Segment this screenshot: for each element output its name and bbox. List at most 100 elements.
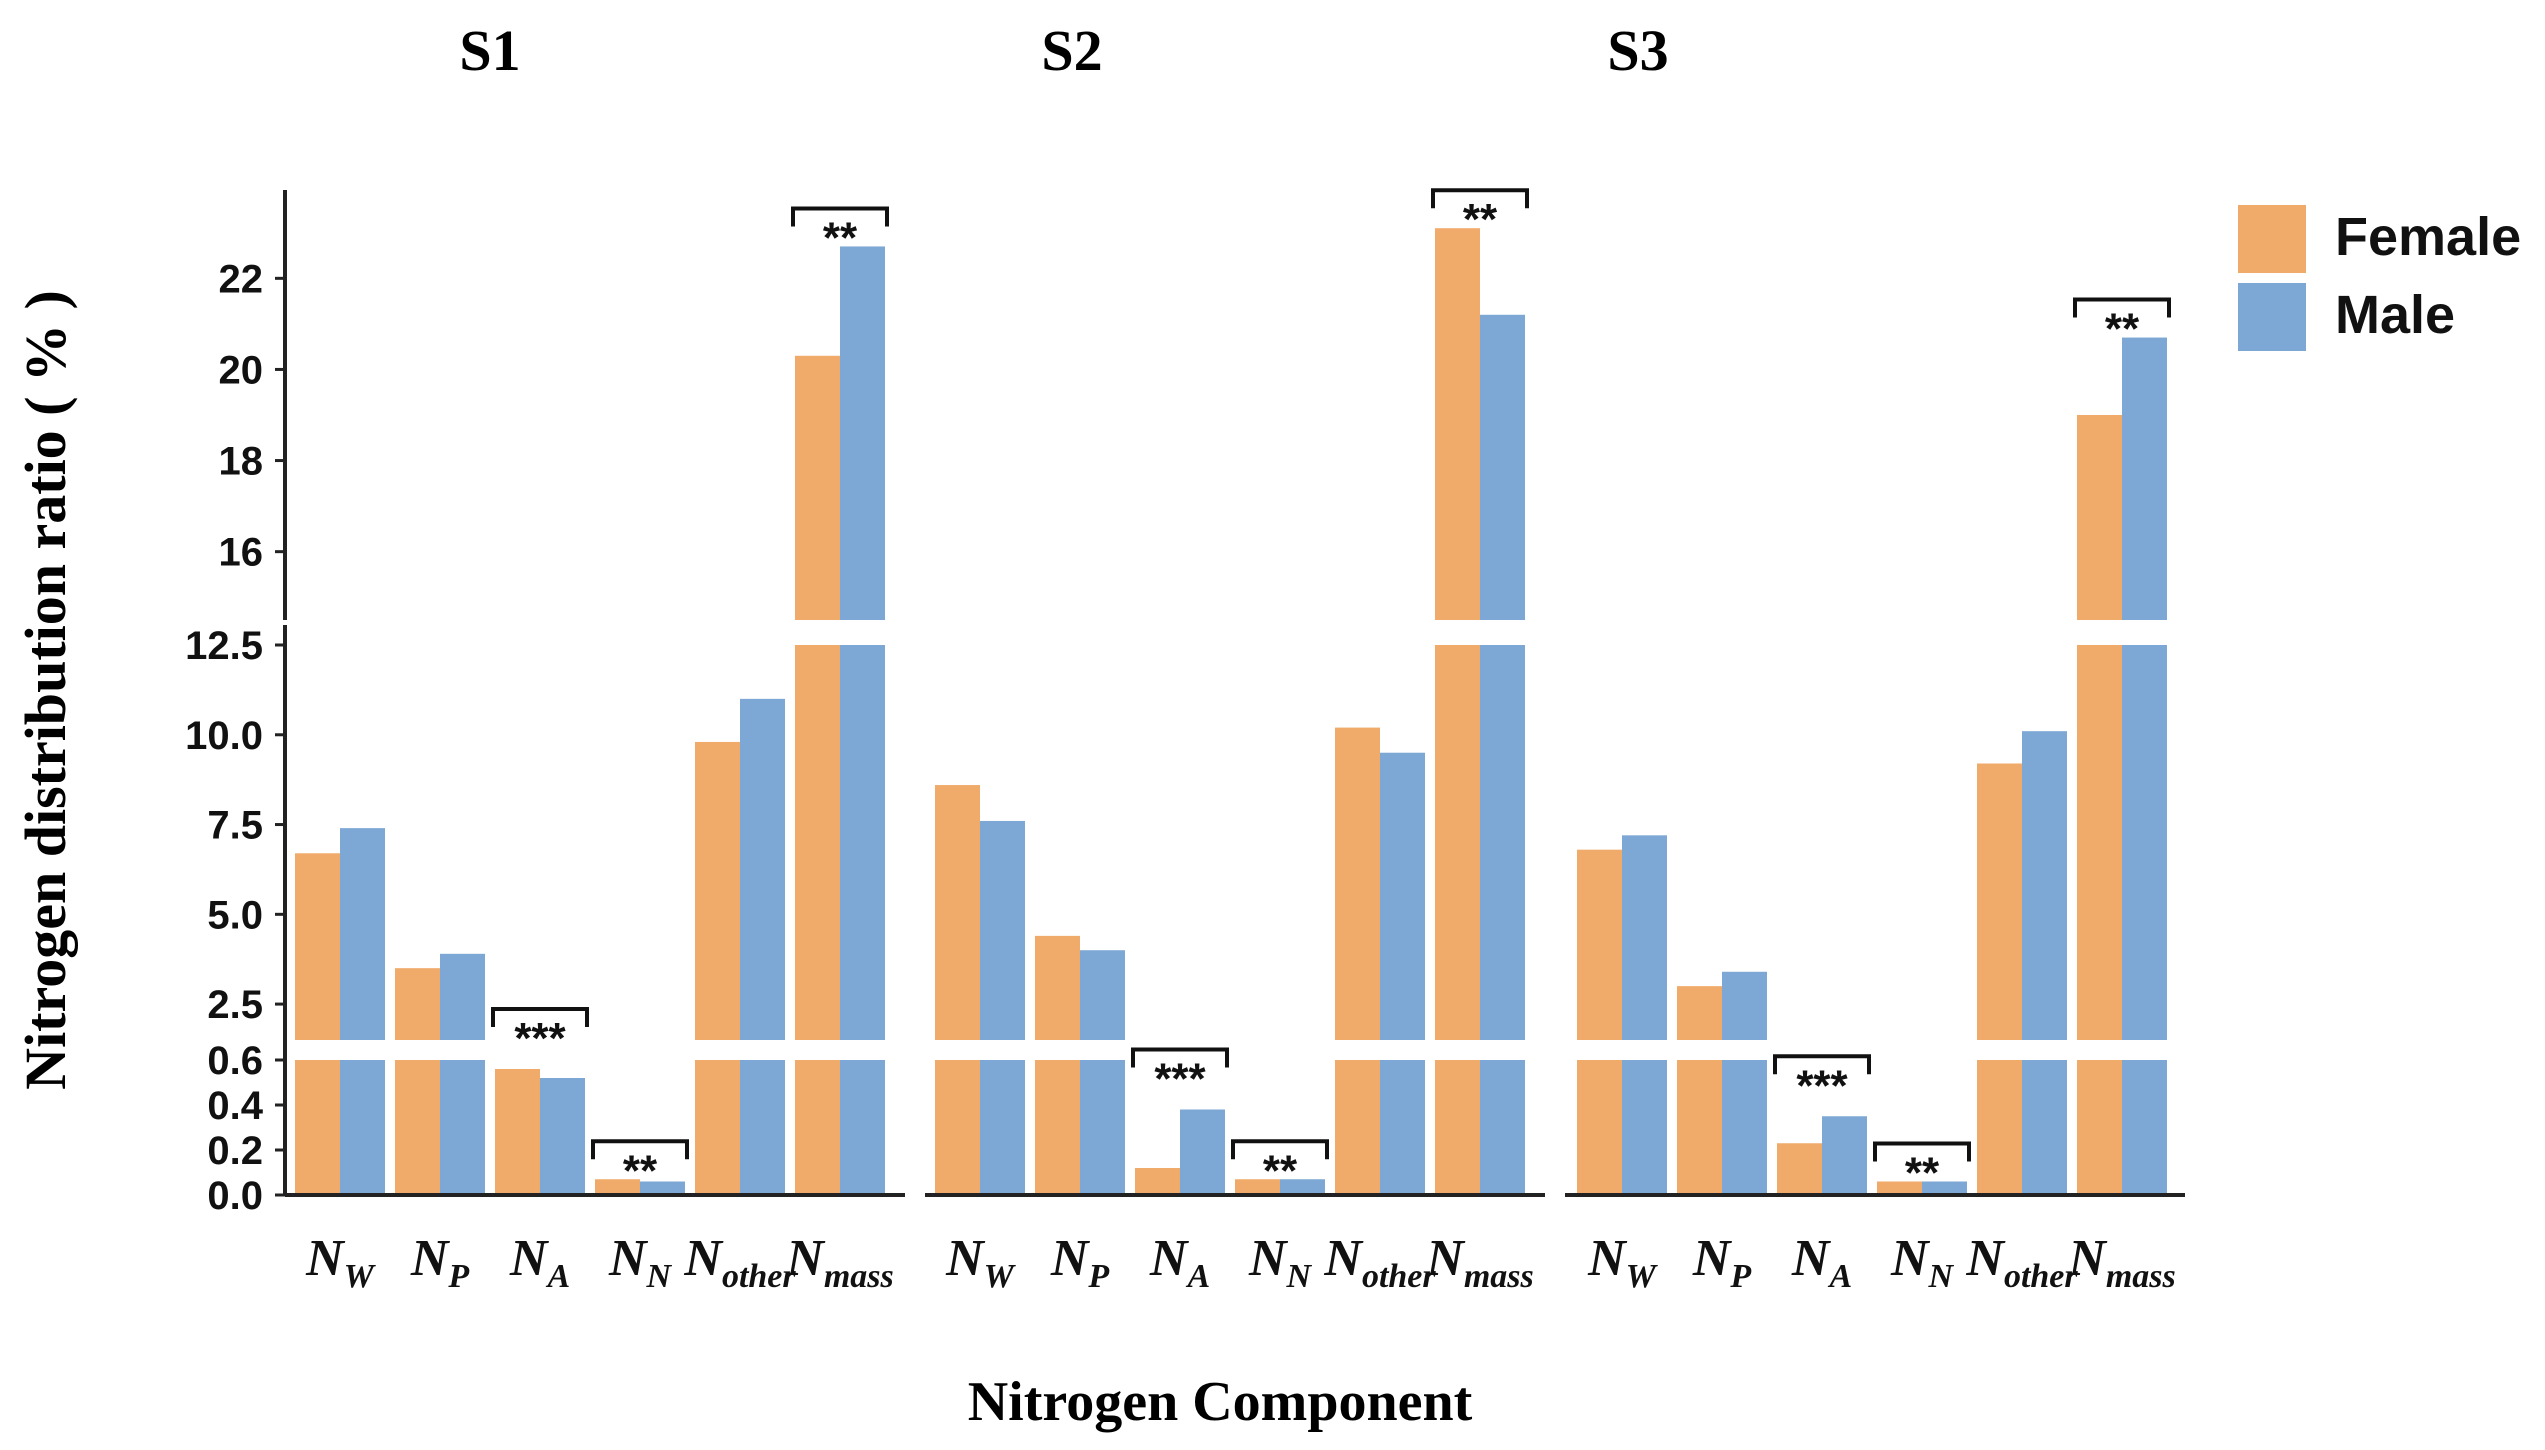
bar-female-p2-c1-s1	[1035, 935, 1080, 1040]
bar-male-p1-c1-s0	[440, 1060, 485, 1195]
panel-title-s3: S3	[1607, 18, 1668, 83]
significance-label: **	[1263, 1146, 1298, 1195]
bar-female-p3-c5-s0	[2077, 1060, 2122, 1195]
bar-female-p1-c3-s0	[595, 1179, 640, 1195]
y-tick-label: 0.0	[207, 1174, 263, 1218]
bar-male-p1-c5-s0	[840, 1060, 885, 1195]
bar-male-p2-c0-s1	[980, 820, 1025, 1040]
x-tick-label: NP	[1050, 1230, 1110, 1295]
legend-label-male: Male	[2335, 285, 2455, 345]
panel-title-s2: S2	[1041, 18, 1102, 83]
significance-bracket	[1773, 1054, 1871, 1075]
y-axis-label: Nitrogen distribution ratio ( % )	[13, 290, 78, 1090]
significance-bracket	[1231, 1139, 1329, 1160]
x-tick-label: NA	[1791, 1230, 1852, 1295]
y-tick-label: 0.4	[207, 1084, 263, 1128]
y-tick-label: 12.5	[185, 624, 263, 668]
x-tick-label: NN	[608, 1230, 673, 1295]
bar-male-p1-c4-s1	[740, 698, 785, 1040]
x-tick-label: Nmass	[785, 1230, 893, 1295]
bar-male-p3-c3-s0	[1922, 1181, 1967, 1195]
bar-female-p3-c1-s0	[1677, 1060, 1722, 1195]
axes	[275, 190, 2185, 1197]
x-tick-label: NW	[1587, 1230, 1659, 1295]
bar-female-p2-c4-s1	[1335, 727, 1380, 1040]
significance-markers: *********************	[491, 188, 2171, 1198]
bar-male-p2-c1-s1	[1080, 950, 1125, 1040]
significance-bracket	[1873, 1141, 1971, 1162]
y-tick-labels: 0.00.20.40.6 2.5 5.0 7.5 10.0 12.5 16 18 20 22	[185, 257, 264, 1218]
bar-male-p2-c5-s0	[1480, 1060, 1525, 1195]
x-tick-label: Nother	[1323, 1230, 1436, 1295]
significance-bracket	[1431, 188, 1529, 209]
significance-label: **	[823, 213, 858, 262]
y-tick-label: 22	[219, 257, 264, 301]
x-tick-label: Nother	[683, 1230, 796, 1295]
bar-female-p2-c0-s1	[935, 785, 980, 1040]
bar-male-p1-c0-s1	[340, 828, 385, 1040]
bar-female-p1-c5-s0	[795, 1060, 840, 1195]
bar-female-p2-c2-s0	[1135, 1168, 1180, 1195]
bar-female-p2-c1-s0	[1035, 1060, 1080, 1195]
y-tick-label: 16	[219, 531, 264, 575]
bar-male-p3-c1-s1	[1722, 971, 1767, 1040]
significance-bracket	[491, 1007, 589, 1027]
bar-male-p2-c3-s0	[1280, 1179, 1325, 1195]
bar-female-p1-c1-s1	[395, 968, 440, 1040]
bar-female-p2-c4-s0	[1335, 1060, 1380, 1195]
bar-female-p3-c3-s0	[1877, 1181, 1922, 1195]
bar-female-p3-c1-s1	[1677, 986, 1722, 1040]
bar-male-p2-c4-s0	[1380, 1060, 1425, 1195]
bar-female-p3-c2-s0	[1777, 1143, 1822, 1195]
x-tick-label: Nmass	[1425, 1230, 1533, 1295]
bar-male-p2-c5-s1	[1480, 645, 1525, 1040]
panel-titles: S1 S2 S3	[459, 18, 1668, 83]
bar-male-p2-c4-s1	[1380, 752, 1425, 1040]
bars	[295, 228, 2167, 1195]
bar-male-p1-c0-s0	[340, 1060, 385, 1195]
significance-label: ***	[1796, 1061, 1848, 1110]
significance-bracket	[2073, 297, 2171, 318]
bar-male-p1-c2-s0	[540, 1078, 585, 1195]
bar-male-p1-c5-s2	[840, 246, 885, 620]
bar-male-p3-c1-s0	[1722, 1060, 1767, 1195]
bar-female-p2-c3-s0	[1235, 1179, 1280, 1195]
bar-female-p1-c2-s0	[495, 1069, 540, 1195]
bar-female-p1-c0-s0	[295, 1060, 340, 1195]
bar-female-p1-c5-s1	[795, 645, 840, 1040]
bar-male-p2-c2-s0	[1180, 1109, 1225, 1195]
x-tick-label: NN	[1248, 1230, 1313, 1295]
bar-male-p3-c5-s1	[2122, 645, 2167, 1040]
bar-female-p2-c5-s1	[1435, 645, 1480, 1040]
x-tick-label: Nother	[1965, 1230, 2078, 1295]
y-tick-label: 18	[219, 440, 264, 484]
significance-bracket	[1131, 1047, 1229, 1068]
y-tick-label: 7.5	[207, 804, 263, 848]
panel-title-s1: S1	[459, 18, 520, 83]
bar-male-p1-c3-s0	[640, 1181, 685, 1195]
bar-female-p3-c0-s0	[1577, 1060, 1622, 1195]
x-tick-label: NP	[410, 1230, 470, 1295]
legend: Female Male	[2238, 205, 2521, 351]
bar-male-p1-c5-s1	[840, 645, 885, 1040]
x-tick-label: NP	[1692, 1230, 1752, 1295]
bar-male-p3-c0-s0	[1622, 1060, 1667, 1195]
bar-female-p2-c5-s0	[1435, 1060, 1480, 1195]
x-tick-label: NN	[1890, 1230, 1955, 1295]
bar-male-p3-c2-s0	[1822, 1116, 1867, 1195]
x-tick-label: Nmass	[2067, 1230, 2175, 1295]
bar-female-p1-c4-s0	[695, 1060, 740, 1195]
y-tick-label: 20	[219, 348, 264, 392]
x-tick-label: NW	[945, 1230, 1017, 1295]
bar-male-p3-c4-s0	[2022, 1060, 2067, 1195]
y-tick-label: 0.2	[207, 1129, 263, 1173]
bar-male-p3-c5-s0	[2122, 1060, 2167, 1195]
bar-male-p2-c5-s2	[1480, 314, 1525, 620]
y-tick-label: 0.6	[207, 1039, 263, 1083]
x-tick-label: NW	[305, 1230, 377, 1295]
bar-male-p3-c0-s1	[1622, 835, 1667, 1040]
significance-bracket	[591, 1139, 689, 1160]
legend-swatch-male	[2238, 283, 2306, 351]
